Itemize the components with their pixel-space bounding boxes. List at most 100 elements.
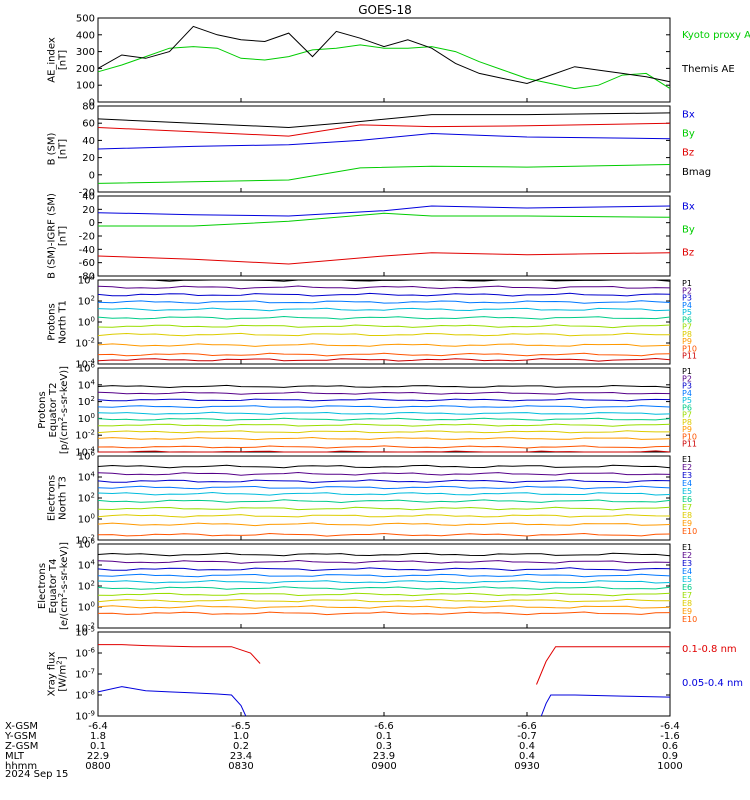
channel-line (97, 586, 671, 590)
ephemeris-value: 0.4 (519, 741, 535, 752)
ephemeris-value: 0.1 (90, 741, 106, 752)
channel-line (97, 411, 671, 415)
channel-line (97, 384, 671, 389)
channel-line (97, 343, 671, 347)
y-tick-label: 400 (76, 30, 95, 41)
ephemeris-value: 1000 (657, 761, 682, 772)
y-tick-label: 40 (82, 192, 95, 203)
ephemeris-row-label: Z-GSM (5, 741, 38, 752)
legend-entry: P2 (682, 374, 692, 383)
legend-entry: P9 (682, 337, 692, 346)
legend-entry: E10 (682, 615, 697, 624)
y-axis-label: AE_index (47, 37, 58, 83)
y-axis-label: Xray flux (47, 652, 58, 697)
legend-entry: P11 (682, 352, 697, 361)
ephemeris-row-label: MLT (5, 751, 25, 762)
legend-entry: E9 (682, 607, 692, 616)
ephemeris-value: -0.7 (517, 731, 537, 742)
channel-line (97, 315, 671, 320)
legend-entry: P9 (682, 425, 692, 434)
legend-entry: P1 (682, 367, 692, 376)
series-line (97, 25, 671, 85)
y-tick-label: -80 (79, 272, 95, 283)
y-axis-label: Equator T2 (48, 383, 59, 438)
panel-1: 0 100 200 300 400 500 AE_index [nT] Kyoto proxy … (47, 14, 750, 109)
y-tick-label: 102 (78, 580, 95, 593)
ephemeris-value: 0.2 (233, 741, 249, 752)
y-axis-label: [e/(cm2-s-sr-keV)] (57, 542, 70, 630)
y-tick-label: 100 (78, 316, 95, 329)
channel-line (97, 324, 671, 329)
y-tick-label: 20 (82, 153, 95, 164)
legend-entry: P10 (682, 344, 697, 353)
channel-line (97, 430, 670, 434)
series-line (540, 694, 671, 717)
legend-entry: E6 (682, 495, 692, 504)
y-tick-label: 100 (76, 81, 95, 92)
legend-entry: E3 (682, 559, 692, 568)
legend-entry: E6 (682, 583, 692, 592)
y-tick-label: 10-5 (75, 626, 95, 639)
legend-entry: E1 (682, 543, 692, 552)
y-tick-label: 40 (82, 136, 95, 147)
y-tick-label: -20 (79, 188, 95, 199)
date-label: 2024 Sep 15 (5, 769, 68, 780)
series-line (97, 112, 671, 129)
ephemeris-row-label: Y-GSM (4, 731, 37, 742)
panel-frame (97, 631, 671, 717)
y-axis-label: Protons (37, 391, 48, 428)
legend-entry: E4 (682, 479, 692, 488)
y-tick-label: 106 (78, 450, 96, 463)
ephemeris-value: -6.6 (374, 721, 394, 732)
legend-entry: E9 (682, 519, 692, 528)
channel-line (97, 532, 671, 537)
ephemeris-value: 1.0 (233, 731, 249, 742)
legend-entry: P8 (682, 418, 692, 427)
y-tick-label: 100 (78, 412, 95, 425)
y-tick-label: 102 (78, 295, 95, 308)
channel-line (97, 471, 671, 476)
y-tick-label: 104 (78, 559, 96, 572)
legend-entry: E10 (682, 527, 697, 536)
legend-entry: P8 (682, 330, 692, 339)
legend-entry: P10 (682, 432, 697, 441)
y-axis-label: B (SM) (47, 132, 58, 165)
panel-frame (97, 195, 671, 277)
channel-line (97, 559, 671, 564)
legend-entry: Kyoto proxy AE (682, 30, 750, 41)
ephemeris-value: 0.9 (662, 751, 678, 762)
channel-line (97, 514, 671, 518)
legend-entry: E8 (682, 599, 692, 608)
legend-entry: Themis AE (681, 64, 735, 75)
y-axis-label: [nT] (58, 139, 69, 159)
y-axis-label: Electrons (47, 475, 58, 521)
ephemeris-value: -6.5 (231, 721, 251, 732)
channel-line (97, 552, 671, 557)
ephemeris-value: 22.9 (87, 751, 109, 762)
panel-3: -80 -60 -40 -20 0 20 40 B (SM)-IGRF (SM) [nT] Bx B… (47, 192, 695, 283)
legend-entry: By (682, 129, 695, 140)
channel-line (97, 307, 671, 312)
y-tick-label: 20 (82, 205, 95, 216)
legend-entry: P5 (682, 308, 692, 317)
channel-line (97, 491, 671, 496)
series-line (97, 44, 671, 90)
channel-line (97, 479, 671, 484)
legend-entry: P3 (682, 382, 692, 391)
y-tick-label: 10-7 (75, 668, 95, 681)
ephemeris-value: 0.1 (376, 731, 392, 742)
ephemeris-value: 0830 (228, 761, 253, 772)
ephemeris-value: -6.6 (517, 721, 537, 732)
series-line (97, 205, 671, 217)
channel-line (97, 611, 671, 616)
ephemeris-value: 0.4 (519, 751, 535, 762)
y-axis-label: [W/m2] (56, 656, 69, 691)
y-tick-label: 100 (78, 513, 95, 526)
y-axis-label: B (SM)-IGRF (SM) (47, 193, 58, 279)
ephemeris-value: -6.4 (88, 721, 108, 732)
ephemeris-value: 0.3 (376, 741, 392, 752)
series-line (97, 252, 671, 265)
y-tick-label: 500 (76, 14, 95, 25)
